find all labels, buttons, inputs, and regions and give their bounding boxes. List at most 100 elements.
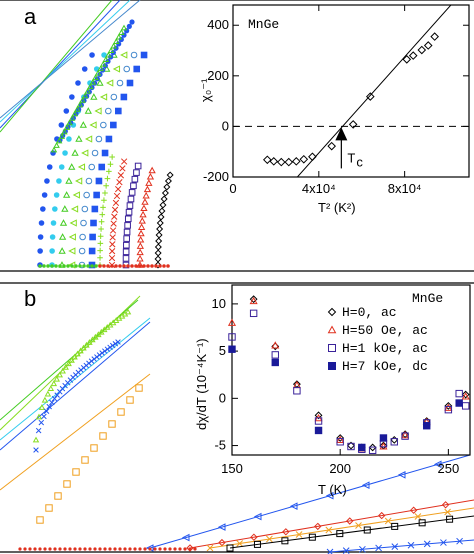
main-a-data-point — [79, 233, 86, 241]
main-b-data-point — [181, 533, 190, 542]
main-b-data-point — [59, 367, 66, 374]
main-a-data-point — [154, 243, 162, 251]
main-b-baseline-point — [53, 547, 57, 551]
main-a-data-point — [97, 240, 104, 247]
inset-b-data-point — [336, 438, 344, 446]
main-a-data-point — [110, 121, 117, 129]
legend-marker — [328, 344, 336, 352]
main-b-data-point — [81, 456, 89, 464]
main-a-fit-line — [0, 0, 131, 123]
main-b-baseline-point — [38, 547, 42, 551]
inset-b-data-point — [358, 443, 366, 452]
main-b-data-point — [44, 390, 52, 397]
main-a-data-point — [98, 219, 105, 225]
main-b-data-point — [83, 341, 90, 348]
main-a-data-point — [90, 219, 97, 227]
main-a-baseline-point — [82, 264, 86, 268]
main-b-data-point — [308, 533, 316, 541]
inset-b-data-point — [228, 345, 236, 353]
main-panel-a-curves — [0, 0, 174, 269]
inset-b-data-point — [227, 318, 237, 326]
main-b-data-point — [346, 517, 354, 525]
main-a-data-point — [98, 226, 104, 232]
main-b-baseline-point — [108, 547, 112, 551]
main-b-baseline-point — [88, 547, 92, 551]
main-a-data-point — [154, 261, 162, 269]
main-b-data-point — [289, 502, 298, 510]
main-a-data-point — [143, 185, 152, 193]
main-b-data-point — [314, 522, 322, 531]
main-a-data-point — [69, 219, 77, 227]
main-a-data-point — [133, 65, 141, 73]
main-a-data-point — [71, 110, 78, 117]
main-b-data-point — [359, 545, 366, 553]
inset-b-legend-title: MnGe — [412, 291, 443, 306]
main-a-data-point — [142, 191, 150, 199]
main-b-baseline-point — [28, 547, 32, 551]
main-a-data-point — [160, 195, 168, 203]
main-a-data-point — [120, 158, 128, 165]
main-b-data-point — [440, 539, 447, 546]
main-b-data-point — [414, 513, 422, 520]
main-b-data-point — [253, 512, 262, 521]
inset-b-data-point — [314, 426, 323, 435]
main-a-data-point — [112, 65, 121, 73]
main-b-data-point — [86, 339, 93, 345]
inset-b-data-point — [444, 403, 453, 411]
main-a-data-point — [49, 234, 56, 240]
inset-a-xlabel: T² (K²) — [318, 200, 356, 215]
main-b-data-point — [112, 341, 119, 347]
inset-b-ytick-label: -5 — [214, 438, 226, 453]
main-a-baseline-point — [102, 264, 106, 268]
main-a-data-point — [76, 101, 84, 108]
main-a-data-point — [104, 175, 111, 182]
main-b-data-point — [407, 541, 415, 549]
main-a-fit-line — [0, 0, 121, 129]
main-a-data-point — [74, 105, 81, 112]
main-b-data-point — [63, 480, 71, 488]
main-b-data-point — [253, 540, 261, 548]
main-a-data-point — [116, 179, 123, 186]
main-a-data-point — [129, 19, 135, 25]
main-a-data-point — [69, 94, 75, 100]
main-a-data-point — [100, 121, 107, 129]
main-b-baseline-point — [143, 547, 147, 551]
inset-a-ytick-label: -200 — [203, 169, 229, 184]
main-b-baseline-point — [163, 547, 167, 551]
main-b-data-point — [53, 375, 61, 382]
inset-a-ytick-label: 400 — [207, 17, 229, 32]
main-a-data-point — [140, 51, 148, 59]
inset-b-data-point — [249, 296, 258, 305]
main-b-data-point — [99, 350, 105, 356]
main-a-data-point — [106, 168, 112, 175]
main-a-data-point — [94, 69, 102, 76]
main-a-data-point — [148, 166, 156, 174]
main-b-data-point — [72, 468, 80, 476]
main-b-data-point — [342, 547, 350, 554]
main-a-baseline-point — [90, 264, 94, 268]
inset-b-data-point — [423, 422, 431, 430]
inset-b-xtick-label: 250 — [438, 461, 460, 476]
main-b-data-point — [56, 371, 63, 378]
main-b-data-point — [41, 396, 49, 403]
main-a-data-point — [89, 52, 95, 58]
main-b-data-point — [77, 347, 84, 354]
main-a-data-point — [61, 205, 69, 212]
inset-a-data-point — [291, 157, 301, 166]
main-a-data-point — [164, 177, 172, 185]
main-b-data-point — [456, 537, 463, 545]
main-a-data-point — [50, 150, 56, 156]
main-b-data-point — [109, 342, 116, 349]
main-a-data-point — [75, 177, 83, 185]
main-a-data-point — [141, 198, 149, 205]
main-b-data-point — [35, 413, 43, 420]
main-b-baseline-point — [43, 547, 47, 551]
main-a-baseline-point — [70, 264, 74, 268]
main-a-data-point — [88, 163, 96, 171]
main-b-baseline-point — [178, 547, 182, 551]
main-b-baseline-point — [18, 547, 22, 551]
main-a-data-point — [68, 247, 76, 255]
inset-b-data-point — [249, 309, 258, 318]
main-b-data-point — [282, 528, 290, 536]
main-a-baseline-point — [58, 264, 62, 268]
